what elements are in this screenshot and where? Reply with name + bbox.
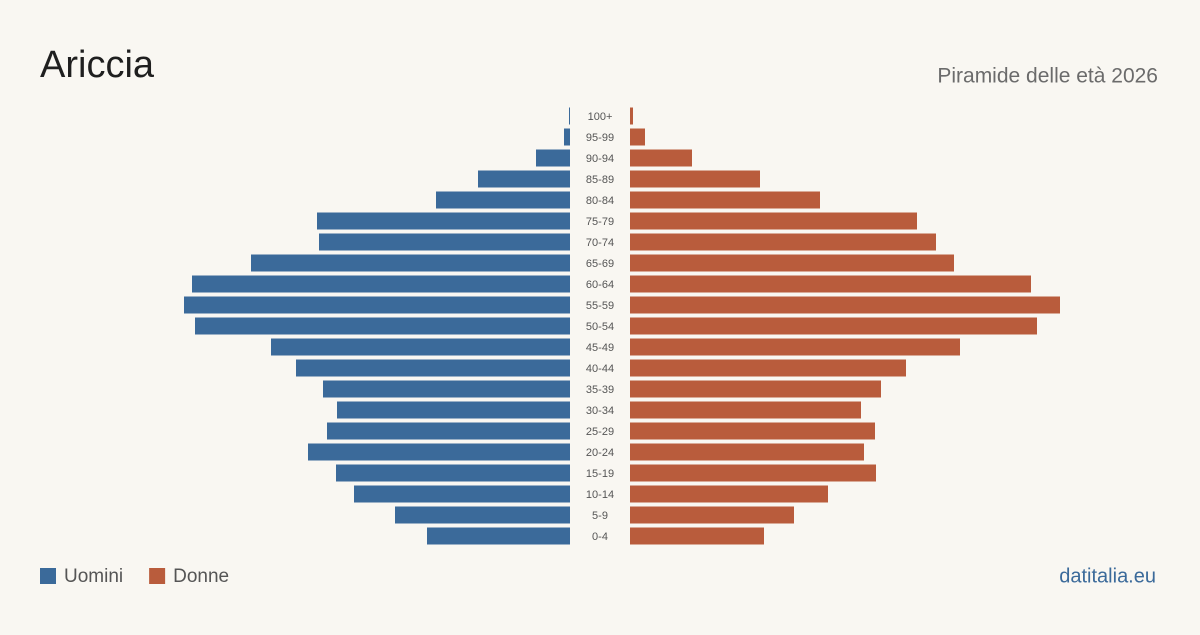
bar [317,212,570,230]
age-label: 35-39 [586,384,614,396]
bar [630,233,936,251]
age-label: 10-14 [586,489,614,501]
bar [630,212,917,230]
age-label: 25-29 [586,426,614,438]
bar [569,107,570,125]
bar [630,422,875,440]
source[interactable]: datitalia.eu [1059,565,1156,587]
age-label: 75-79 [586,216,614,228]
bar [337,401,570,419]
age-label: 70-74 [586,237,614,249]
bar [251,254,570,272]
age-label: 90-94 [586,153,614,165]
age-label: 60-64 [586,279,614,291]
bar [630,464,876,482]
chart-title: Ariccia [40,44,155,86]
bar [630,401,861,419]
age-label: 20-24 [586,447,614,459]
chart-subtitle: Piramide delle età 2026 [937,65,1158,88]
bar [630,275,1031,293]
bar [630,443,864,461]
bar [630,485,828,503]
bar [630,128,645,146]
bar [271,338,570,356]
bar [630,170,760,188]
age-label: 80-84 [586,195,614,207]
bar [630,254,954,272]
bar [630,380,881,398]
age-label: 15-19 [586,468,614,480]
bar [427,527,570,545]
bar [630,317,1037,335]
age-label: 5-9 [592,510,608,522]
age-label: 30-34 [586,405,614,417]
bar [630,191,820,209]
bar [336,464,570,482]
bar [354,485,570,503]
age-label: 55-59 [586,300,614,312]
age-label: 85-89 [586,174,614,186]
age-label: 50-54 [586,321,614,333]
bar [184,296,570,314]
age-label: 65-69 [586,258,614,270]
bar [536,149,570,167]
bar [630,338,960,356]
bar [327,422,570,440]
bar [296,359,570,377]
age-label: 0-4 [592,531,608,543]
bar [630,149,692,167]
legend-swatch [149,568,166,584]
legend-swatch [40,568,56,584]
bar [319,233,570,251]
bar [564,128,570,146]
age-label: 40-44 [586,363,614,375]
bar [630,107,633,125]
legend-label: Donne [173,566,229,587]
bar [630,359,906,377]
bar [395,506,570,524]
bar [308,443,570,461]
age-label: 95-99 [586,132,614,144]
bar [630,527,764,545]
bar [192,275,570,293]
bar [630,296,1060,314]
age-label: 45-49 [586,342,614,354]
legend-label: Uomini [64,566,123,587]
bar [630,506,794,524]
bar [323,380,570,398]
age-label: 100+ [588,111,613,123]
bar [478,170,570,188]
bar [195,317,570,335]
bar [436,191,570,209]
